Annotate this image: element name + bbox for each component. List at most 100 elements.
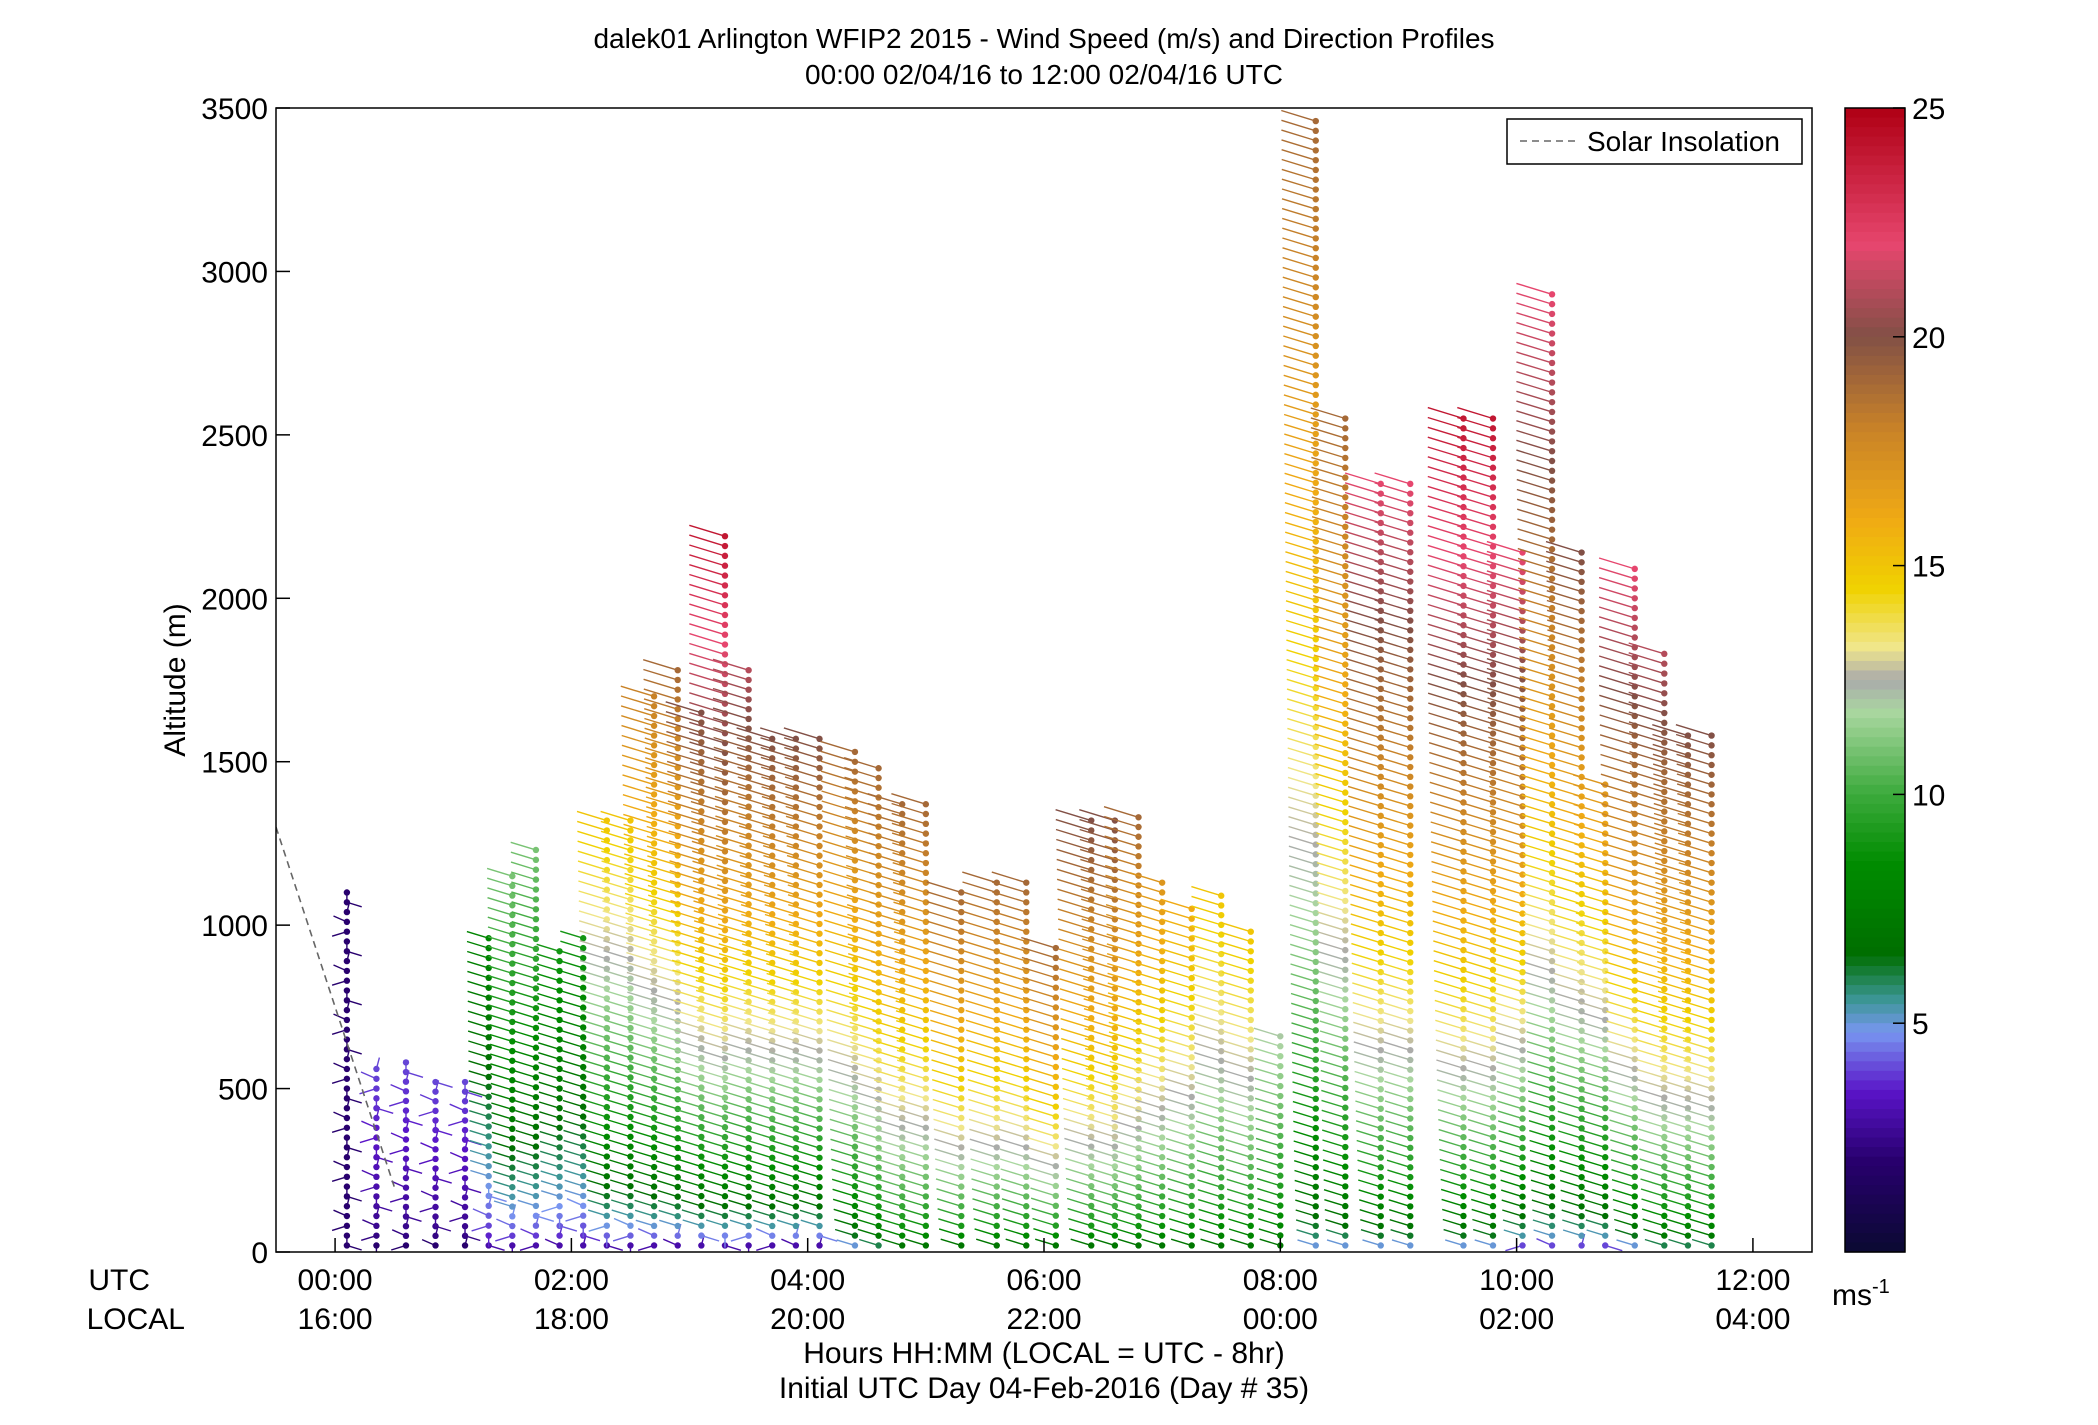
wind-barb-point (627, 846, 634, 854)
wind-barb (1518, 587, 1553, 599)
wind-barb-point (1312, 909, 1319, 917)
wind-barb (586, 1179, 608, 1187)
wind-barb-point (1519, 1115, 1526, 1122)
wind-barb (1311, 496, 1346, 508)
wind-barb (1522, 833, 1553, 845)
wind-barb (1636, 1068, 1665, 1079)
wind-barb-point (1661, 907, 1668, 914)
wind-barb-point (627, 906, 634, 913)
wind-barb (1375, 687, 1411, 700)
wind-barb (1532, 1219, 1553, 1227)
wind-barb-point (1111, 1153, 1119, 1160)
wind-barb-point (1377, 1046, 1384, 1054)
wind-barb (1521, 804, 1553, 815)
wind-barb (577, 850, 608, 861)
wind-barb-point (580, 954, 587, 962)
wind-barb-point (851, 1054, 859, 1062)
wind-barb-point (1548, 859, 1556, 867)
wind-barb-point (1661, 1232, 1668, 1239)
wind-barb (1058, 948, 1092, 960)
wind-barb-point (1548, 330, 1556, 337)
wind-barb (998, 1128, 1027, 1139)
wind-barb-point (816, 1047, 823, 1054)
wind-barb (1629, 780, 1665, 793)
wind-barb (695, 979, 726, 991)
wind-barb (540, 1160, 560, 1168)
wind-barb-point (1377, 1037, 1384, 1044)
wind-barb-point (373, 1065, 380, 1073)
wind-barb (761, 805, 797, 818)
wind-barb-point (650, 840, 658, 847)
wind-barb-point (1407, 480, 1414, 488)
wind-barb (1082, 948, 1116, 960)
wind-barb-point (993, 1075, 1000, 1082)
wind-barb (577, 860, 608, 871)
wind-barb (1632, 929, 1665, 941)
wind-barb (1486, 580, 1523, 593)
wind-barb-point (603, 1202, 611, 1210)
wind-barb (892, 852, 927, 864)
wind-barb (1381, 962, 1411, 973)
wind-barb (1111, 1139, 1139, 1149)
wind-barb-point (1088, 1173, 1095, 1180)
wind-barb (467, 1000, 489, 1009)
wind-barb (1583, 1189, 1606, 1198)
wind-barb (1576, 932, 1606, 943)
wind-barb (1457, 712, 1494, 725)
wind-barb-point (1631, 928, 1638, 935)
wind-barb-point (745, 744, 752, 752)
wind-barb (725, 1140, 749, 1149)
wind-barb (681, 1199, 702, 1207)
wind-barb (491, 1112, 513, 1120)
wind-barb (1459, 801, 1494, 813)
wind-barb (821, 790, 856, 802)
wind-barb (1653, 802, 1689, 815)
wind-barb (1141, 1238, 1163, 1247)
wind-barb (1294, 1189, 1316, 1198)
wind-barb-point (650, 977, 658, 984)
wind-barb-point (1519, 1095, 1526, 1103)
wind-barb-point (432, 1155, 439, 1163)
wind-barb (1287, 766, 1316, 777)
wind-barb (1578, 1040, 1606, 1051)
wind-barb-point (1489, 592, 1497, 599)
wind-barb-point (1312, 948, 1319, 956)
wind-barb (1132, 1020, 1163, 1031)
wind-barb (1549, 747, 1582, 759)
wind-barb (511, 901, 537, 910)
wind-barb (1133, 1030, 1163, 1041)
wind-barb-point (1407, 920, 1414, 927)
wind-barb (868, 852, 903, 864)
wind-barb-point (1548, 1154, 1556, 1161)
wind-barb-point (373, 1222, 380, 1230)
wind-barb (1108, 1021, 1139, 1033)
wind-barb (1427, 475, 1464, 489)
wind-barb-point (532, 1103, 540, 1111)
wind-barb-point (899, 1232, 906, 1239)
wind-barb-point (1548, 526, 1556, 533)
wind-barb (1554, 982, 1582, 993)
wind-barb (893, 931, 927, 943)
wind-barb-point (1578, 666, 1585, 673)
wind-barb-point (556, 1203, 563, 1210)
wind-barb (1319, 1020, 1346, 1030)
wind-barb (1516, 351, 1553, 364)
wind-barb (469, 1139, 489, 1148)
wind-barb-point (745, 1232, 752, 1239)
wind-barb (1468, 1148, 1494, 1158)
wind-barb (849, 1031, 879, 1042)
wind-barb (601, 860, 631, 871)
wind-barb (1283, 374, 1316, 386)
wind-barb (540, 1190, 560, 1198)
wind-barb (1194, 1052, 1222, 1062)
wind-barb (1313, 634, 1346, 646)
wind-barb-point (1631, 1134, 1638, 1141)
wind-barb-point (1312, 313, 1319, 320)
wind-barb-point (698, 808, 705, 815)
wind-barb (1313, 674, 1346, 685)
wind-barb (1349, 883, 1381, 895)
wind-barb (513, 1020, 537, 1029)
wind-barb-point (1158, 1193, 1166, 1200)
wind-barb-point (1407, 1017, 1414, 1025)
wind-barb-point (1312, 1056, 1319, 1063)
